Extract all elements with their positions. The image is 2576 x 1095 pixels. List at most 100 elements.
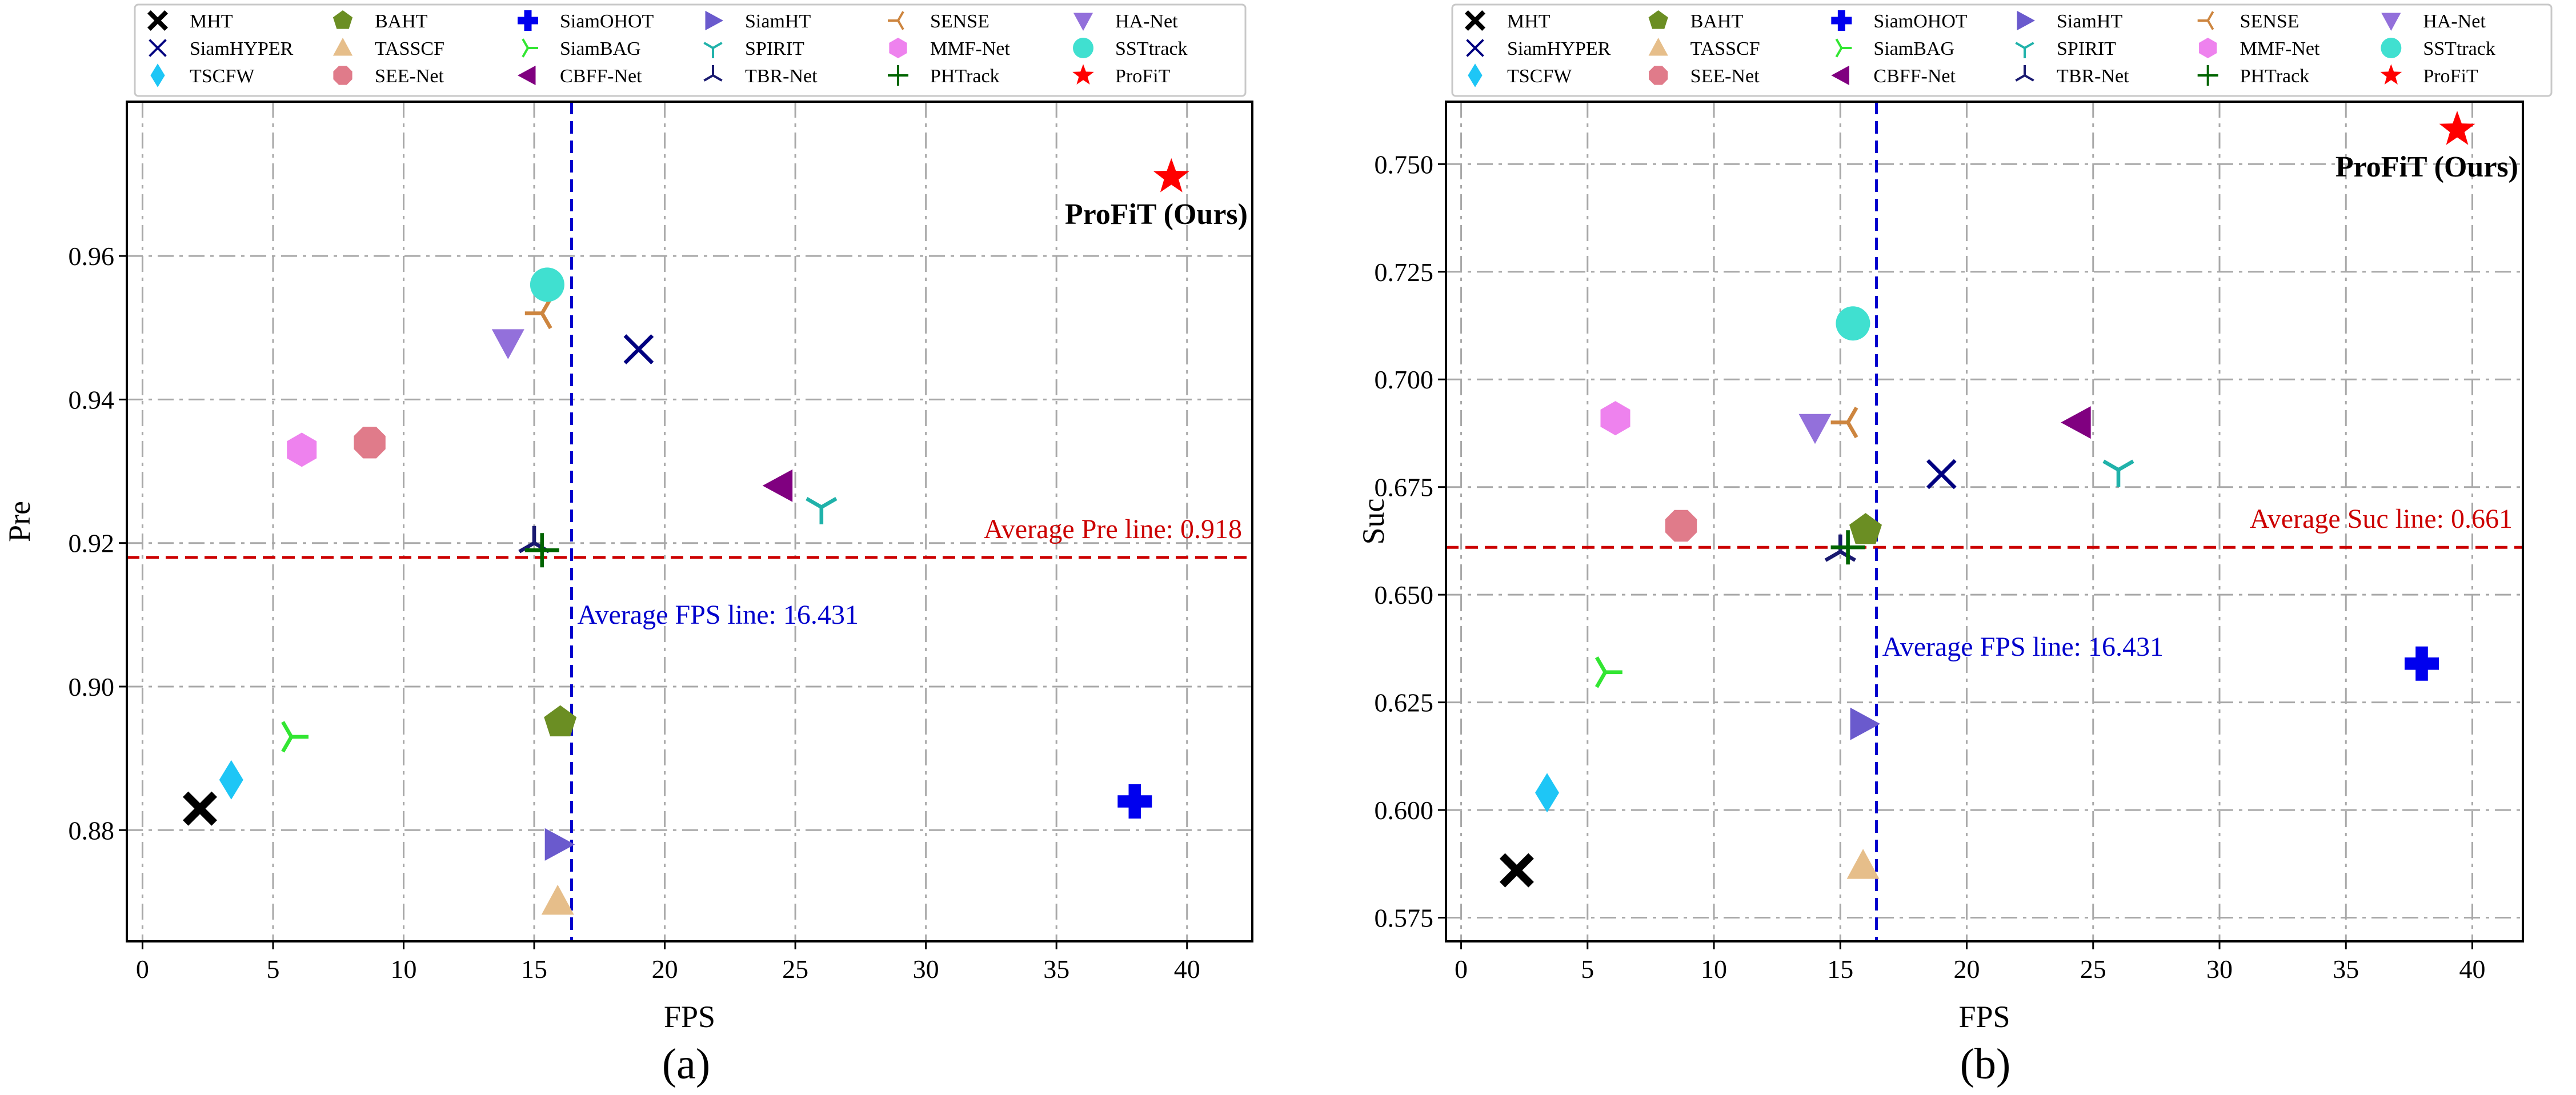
x-tick-label-30: 30 [2206, 954, 2233, 984]
data-point-mmf-net [287, 432, 317, 467]
legend-marker-profit [1072, 64, 1094, 85]
average-y-line-label: Average Suc line: 0.661 [2250, 504, 2513, 534]
legend-label-tasscf: TASSCF [1690, 38, 1760, 59]
legend-marker-ssttrack [1073, 38, 1093, 58]
y-tick-label-0-96: 0.96 [69, 242, 115, 271]
x-tick-label-40: 40 [2459, 954, 2486, 984]
legend-marker-baht [1648, 10, 1668, 29]
data-point-profit [1153, 158, 1189, 192]
y-tick-label-0-725: 0.725 [1375, 258, 1434, 287]
legend-marker-baht [332, 10, 353, 29]
data-point-phtrack [1830, 530, 1865, 565]
legend-label-phtrack: PHTrack [2240, 66, 2310, 87]
legend-label-profit: ProFiT [1115, 66, 1171, 87]
data-points [183, 158, 1189, 915]
data-point-phtrack [524, 533, 559, 568]
data-point-mht [183, 791, 217, 826]
legend-marker-spirit [703, 42, 723, 58]
legend-label-spirit: SPIRIT [2057, 38, 2116, 59]
legend-marker-ha-net [2381, 13, 2401, 31]
legend-marker-tbr-net [2015, 65, 2034, 82]
y-tick-label-0-92: 0.92 [69, 529, 115, 558]
plot-frame [126, 101, 1253, 942]
legend-label-profit: ProFiT [2423, 66, 2478, 87]
data-point-spirit [806, 497, 838, 524]
x-tick-label-0: 0 [1455, 954, 1468, 984]
y-tick-label-0-94: 0.94 [69, 385, 115, 414]
chart-panel-a: Average Pre line: 0.918 Average FPS line:… [2, 3, 1253, 1088]
legend-marker-spirit [2015, 42, 2034, 58]
y-tick-label-0-88: 0.88 [69, 816, 115, 845]
x-axis-label: FPS [1958, 1000, 2010, 1034]
legend-marker-see-net [1649, 66, 1668, 85]
legend-label-ssttrack: SSTtrack [2423, 38, 2495, 59]
legend-label-siamht: SiamHT [2057, 11, 2122, 32]
legend-marker-siamohot [1831, 10, 1852, 31]
data-point-see-net [1665, 510, 1697, 542]
data-point-siamht [544, 828, 575, 861]
data-point-ssttrack [530, 267, 564, 302]
plot-frame [1445, 101, 2524, 942]
legend-label-mht: MHT [1507, 11, 1551, 32]
x-tick-label-40: 40 [1174, 954, 1200, 984]
x-tick-label-0: 0 [136, 954, 149, 984]
grid [1446, 102, 2523, 941]
x-tick-label-25: 25 [2080, 954, 2106, 984]
legend-marker-mht [1465, 10, 1485, 31]
legend: MHT SiamHYPER TSCFW BAHT TASSCF SEE-Net SiamOH… [1451, 3, 2553, 97]
legend-marker-phtrack [2197, 65, 2218, 86]
panel-caption: (a) [662, 1040, 710, 1088]
x-tick-label-10: 10 [391, 954, 417, 984]
legend-box [1451, 3, 2553, 97]
chart-panel-b: Average Suc line: 0.661 Average FPS line:… [1356, 3, 2553, 1088]
legend-marker-cbff-net [518, 65, 536, 86]
legend-marker-profit [2380, 64, 2402, 85]
x-tick-label-35: 35 [2333, 954, 2359, 984]
legend-label-ha-net: HA-Net [1115, 11, 1178, 32]
x-tick-label-15: 15 [1827, 954, 1853, 984]
grid [127, 102, 1252, 941]
x-tick-label-5: 5 [266, 954, 279, 984]
legend-label-spirit: SPIRIT [745, 38, 804, 59]
average-fps-line-label: Average FPS line: 16.431 [577, 600, 858, 630]
data-point-spirit [2102, 459, 2134, 487]
highlight-label: ProFiT (Ours) [2335, 151, 2518, 183]
legend-marker-mmf-net [889, 38, 907, 58]
x-tick-label-20: 20 [652, 954, 678, 984]
x-tick-label-35: 35 [1043, 954, 1069, 984]
y-tick-label-0-600: 0.600 [1375, 796, 1434, 825]
legend-label-mht: MHT [190, 11, 233, 32]
data-point-sense [524, 297, 552, 330]
legend: MHT SiamHYPER TSCFW BAHT TASSCF SEE-Net SiamOH… [134, 3, 1247, 97]
y-axis-label: Suc [1356, 499, 1391, 545]
legend-marker-sense [2197, 11, 2214, 30]
data-point-mmf-net [1600, 401, 1630, 436]
legend-marker-tscfw [1468, 63, 1483, 87]
y-tick-label-0-750: 0.750 [1375, 150, 1434, 179]
legend-marker-siambag [522, 38, 538, 58]
legend-label-tasscf: TASSCF [375, 38, 444, 59]
legend-label-siamhyper: SiamHYPER [190, 38, 294, 59]
legend-marker-ssttrack [2381, 38, 2402, 58]
data-point-tscfw [1535, 773, 1559, 813]
legend-marker-siambag [1835, 38, 1852, 58]
panel-caption: (b) [1960, 1040, 2011, 1088]
x-tick-label-30: 30 [913, 954, 939, 984]
x-tick-label-10: 10 [1701, 954, 1727, 984]
legend-label-see-net: SEE-Net [1690, 66, 1760, 87]
legend-label-cbff-net: CBFF-Net [1873, 66, 1956, 87]
legend-label-mmf-net: MMF-Net [2240, 38, 2320, 59]
data-point-sense [1830, 406, 1858, 439]
legend-label-baht: BAHT [375, 11, 428, 32]
y-tick-label-0-700: 0.700 [1375, 365, 1434, 394]
legend-label-siamohot: SiamOHOT [1873, 11, 1968, 32]
legend-label-baht: BAHT [1690, 11, 1744, 32]
average-y-line-label: Average Pre line: 0.918 [984, 514, 1242, 544]
legend-marker-see-net [333, 66, 352, 85]
data-point-siamhyper [1926, 459, 1957, 490]
data-point-tasscf [1846, 849, 1880, 879]
data-point-baht [1849, 513, 1882, 544]
legend-box [134, 3, 1247, 97]
data-point-siamht [1850, 707, 1881, 740]
